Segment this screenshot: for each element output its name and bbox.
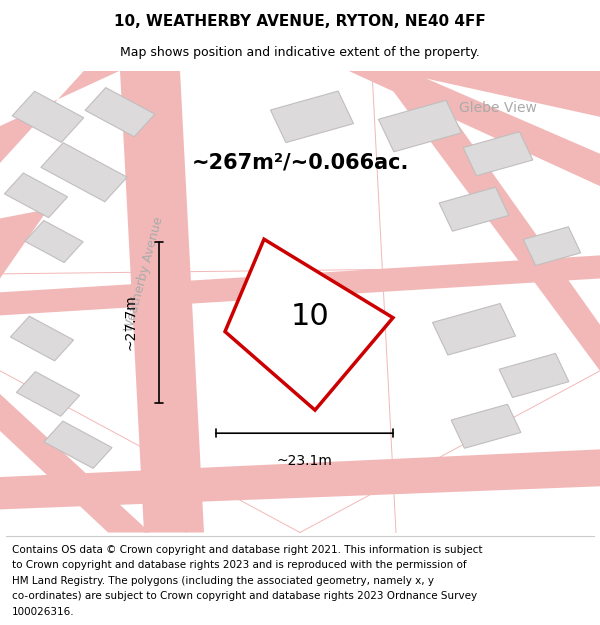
Polygon shape <box>271 91 353 142</box>
Text: to Crown copyright and database rights 2023 and is reproduced with the permissio: to Crown copyright and database rights 2… <box>12 560 467 570</box>
Polygon shape <box>44 421 112 468</box>
Polygon shape <box>85 88 155 137</box>
Text: co-ordinates) are subject to Crown copyright and database rights 2023 Ordnance S: co-ordinates) are subject to Crown copyr… <box>12 591 477 601</box>
Polygon shape <box>499 354 569 398</box>
Polygon shape <box>0 71 120 163</box>
Polygon shape <box>0 256 600 316</box>
Text: 10: 10 <box>291 302 329 331</box>
Polygon shape <box>41 142 127 202</box>
Text: Glebe View: Glebe View <box>459 101 537 114</box>
Polygon shape <box>390 71 600 117</box>
Polygon shape <box>10 316 74 361</box>
Polygon shape <box>523 227 581 266</box>
Text: ~27.7m: ~27.7m <box>124 294 138 350</box>
Polygon shape <box>4 173 68 218</box>
Polygon shape <box>330 71 600 186</box>
Polygon shape <box>120 71 204 532</box>
Text: HM Land Registry. The polygons (including the associated geometry, namely x, y: HM Land Registry. The polygons (includin… <box>12 576 434 586</box>
Polygon shape <box>463 132 533 176</box>
Text: ~267m²/~0.066ac.: ~267m²/~0.066ac. <box>191 153 409 173</box>
Polygon shape <box>25 221 83 262</box>
Text: Map shows position and indicative extent of the property.: Map shows position and indicative extent… <box>120 46 480 59</box>
Polygon shape <box>439 187 509 231</box>
Text: 10, WEATHERBY AVENUE, RYTON, NE40 4FF: 10, WEATHERBY AVENUE, RYTON, NE40 4FF <box>114 14 486 29</box>
Polygon shape <box>225 239 393 410</box>
Polygon shape <box>12 91 84 142</box>
Polygon shape <box>433 304 515 355</box>
Polygon shape <box>0 449 600 509</box>
Polygon shape <box>0 394 150 532</box>
Polygon shape <box>451 404 521 448</box>
Text: ~23.1m: ~23.1m <box>277 454 332 468</box>
Polygon shape <box>16 372 80 416</box>
Text: 100026316.: 100026316. <box>12 607 74 617</box>
Text: Weatherby Avenue: Weatherby Avenue <box>122 215 166 332</box>
Polygon shape <box>360 71 600 371</box>
Text: Contains OS data © Crown copyright and database right 2021. This information is : Contains OS data © Crown copyright and d… <box>12 544 482 554</box>
Polygon shape <box>379 100 461 152</box>
Polygon shape <box>0 209 48 279</box>
